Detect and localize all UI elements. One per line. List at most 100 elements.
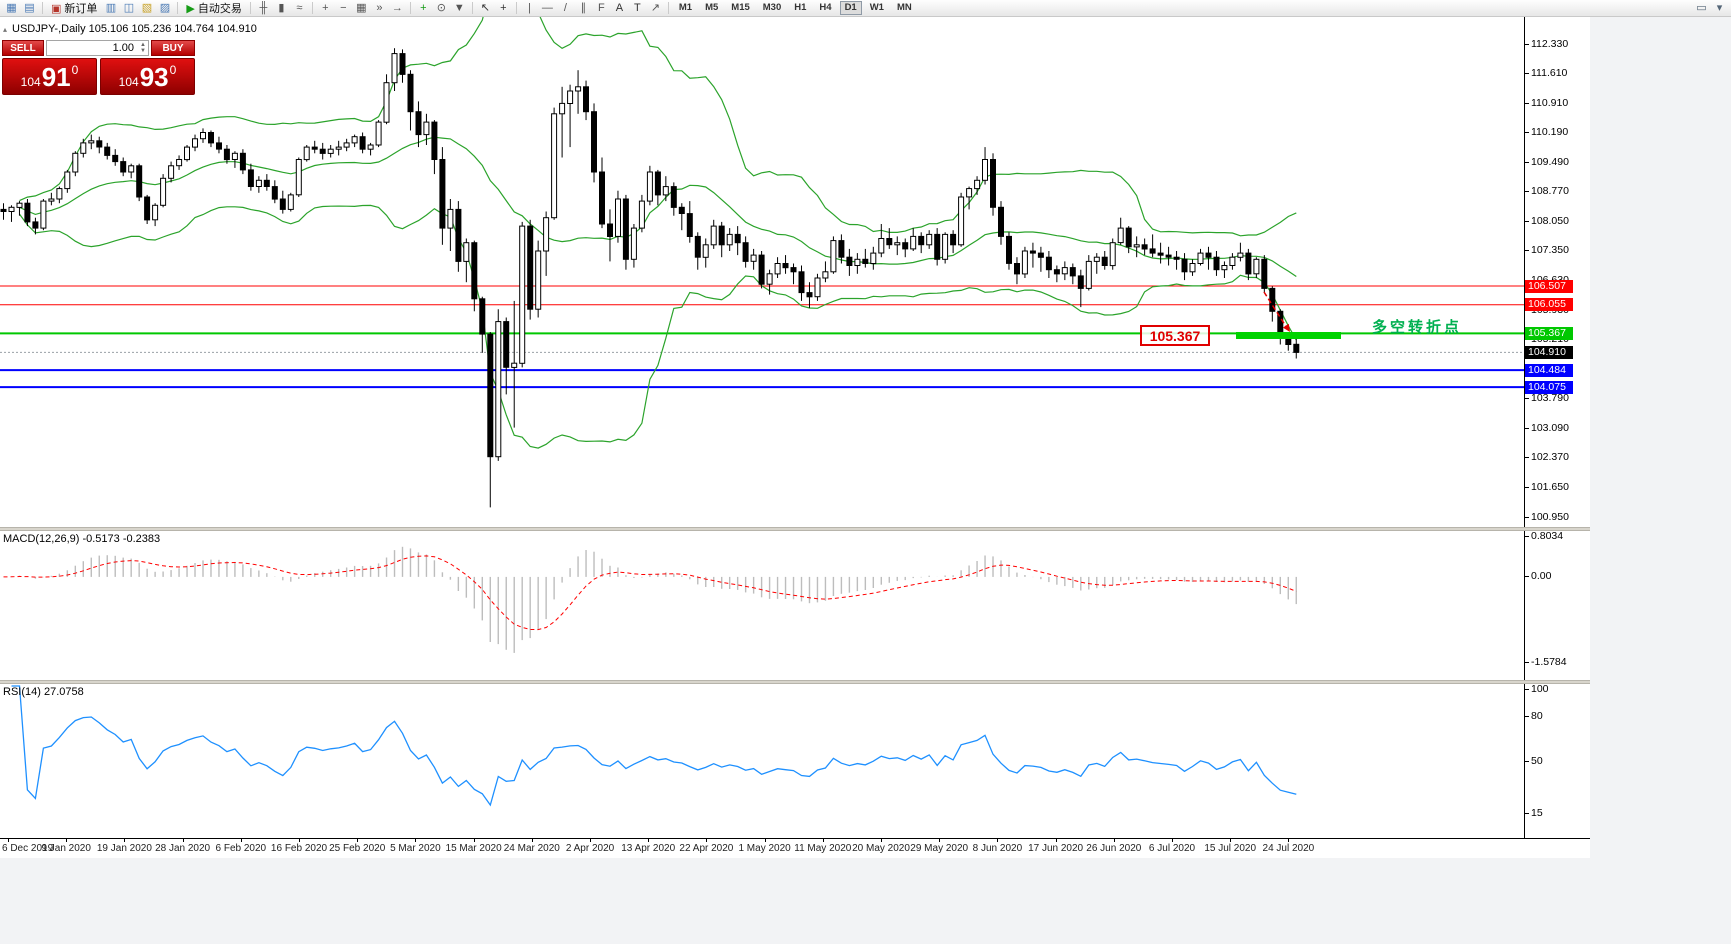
time-axis-label: 11 May 2020 <box>794 843 852 854</box>
crosshair-icon-glyph: + <box>500 1 507 14</box>
terminal-icon-glyph: ▨ <box>159 1 171 14</box>
timeframe-d1[interactable]: D1 <box>839 1 862 15</box>
data-window-icon[interactable]: ◫ <box>120 1 137 16</box>
line-chart-icon-glyph: ≈ <box>296 1 303 14</box>
indicators-icon[interactable]: + <box>415 1 432 16</box>
market-watch-icon[interactable]: ▥ <box>102 1 119 16</box>
equidistant-channel-icon[interactable]: ∥ <box>575 1 592 16</box>
time-axis-label: 22 Apr 2020 <box>679 843 734 854</box>
turning-point-label[interactable]: 多空转折点 <box>1372 319 1463 336</box>
macd-axis-label: 0.8034 <box>1524 531 1564 542</box>
fibonacci-icon-glyph: F <box>598 1 605 14</box>
chart-window-menu-icon[interactable]: ▭ <box>1696 1 1707 14</box>
time-axis-tick <box>764 839 766 842</box>
text-label-icon[interactable]: T <box>629 1 646 16</box>
price-axis[interactable]: 112.330 111.610 110.910 110.190 109.490 108.7… <box>1524 17 1590 527</box>
terminal-icon[interactable]: ▨ <box>156 1 173 16</box>
spinner-up-icon[interactable]: ▲ <box>140 42 146 48</box>
crosshair-icon[interactable]: + <box>495 1 512 16</box>
ask-big-figure: 104 <box>118 75 139 89</box>
time-axis-tick <box>8 839 9 842</box>
time-axis-tick <box>590 839 591 842</box>
volume-input[interactable]: 1.00 ▲ ▼ <box>46 40 149 56</box>
rsi-label: RSI(14) 27.0758 <box>3 686 84 698</box>
time-axis-label: 19 Jan 2020 <box>96 843 152 854</box>
fibonacci-icon[interactable]: F <box>593 1 610 16</box>
macd-axis-label: -1.5784 <box>1525 656 1567 669</box>
ask-price-button[interactable]: 104 93 0 <box>100 58 195 95</box>
new-chart-icon-glyph: ▦ <box>6 1 17 14</box>
one-click-collapse-icon[interactable]: ▴ <box>3 24 8 34</box>
price-chart-plot[interactable] <box>0 17 1590 527</box>
time-axis-label: 6 Feb 2020 <box>215 843 267 854</box>
sell-button[interactable]: SELL <box>2 40 44 56</box>
pane-separator[interactable] <box>0 527 1590 531</box>
spinner-down-icon[interactable]: ▼ <box>140 48 146 54</box>
new-order-button[interactable]: ▣ 新订单 <box>47 1 101 16</box>
timeframe-mn[interactable]: MN <box>896 2 912 13</box>
timeframe-h1[interactable]: H1 <box>794 2 807 13</box>
rsi-plot[interactable] <box>0 684 1590 838</box>
line-chart-icon[interactable]: ≈ <box>291 1 308 16</box>
price-tag-current: 104.910 <box>1525 345 1573 359</box>
price-annotation-box[interactable]: 105.367 <box>1140 325 1210 346</box>
bid-big-figure: 104 <box>20 75 41 89</box>
navigator-icon[interactable]: ▧ <box>138 1 155 16</box>
time-axis-tick <box>1172 839 1173 842</box>
zoom-out-icon[interactable]: − <box>335 1 352 16</box>
buy-button[interactable]: BUY <box>151 40 195 56</box>
pane-separator[interactable] <box>0 680 1590 684</box>
toolbar-separator <box>667 2 669 14</box>
zoom-out-icon-glyph: − <box>340 1 347 14</box>
cursor-icon[interactable]: ↖ <box>477 1 494 16</box>
timeframe-m15[interactable]: M15 <box>731 2 750 13</box>
time-axis-label: 20 May 2020 <box>852 843 910 854</box>
periods-icon[interactable]: ⊙ <box>433 1 450 16</box>
price-axis-label: 102.370 <box>1525 451 1569 464</box>
time-axis-label: 6 Dec 2019 <box>2 843 54 854</box>
vertical-line-icon[interactable]: | <box>521 1 538 16</box>
profiles-icon[interactable]: ▤ <box>21 1 38 16</box>
macd-plot[interactable] <box>0 531 1590 680</box>
timeframe-m5[interactable]: M5 <box>705 2 719 13</box>
tile-windows-icon[interactable]: ▦ <box>353 1 370 16</box>
price-axis-label: 107.350 <box>1525 244 1569 257</box>
support-highlight-bar[interactable] <box>1236 332 1341 339</box>
zoom-in-icon[interactable]: + <box>317 1 334 16</box>
time-axis-label: 17 Jun 2020 <box>1028 843 1084 854</box>
time-axis-label: 26 Jun 2020 <box>1086 843 1142 854</box>
volume-spinner[interactable]: ▲ ▼ <box>140 42 146 54</box>
data-window-icon-glyph: ◫ <box>123 1 135 14</box>
chart-shift-icon[interactable]: → <box>389 1 406 16</box>
time-axis-label: 15 Mar 2020 <box>445 843 502 854</box>
timeframe-w1[interactable]: W1 <box>869 2 884 13</box>
time-axis-tick <box>997 839 999 842</box>
new-chart-icon[interactable]: ▦ <box>3 1 20 16</box>
macd-axis[interactable]: 0.8034 0.00 -1.5784 <box>1524 531 1590 680</box>
new-order-icon-glyph: ▣ <box>51 2 62 15</box>
timeframe-m1[interactable]: M1 <box>678 2 693 13</box>
timeframe-m30[interactable]: M30 <box>762 2 782 13</box>
horizontal-line-icon[interactable]: — <box>539 1 556 16</box>
timeframe-h4[interactable]: H4 <box>819 2 832 13</box>
arrows-icon[interactable]: ↗ <box>647 1 664 16</box>
text-icon-glyph: A <box>615 1 624 14</box>
trendline-icon[interactable]: / <box>557 1 574 16</box>
time-axis-label: 15 Jul 2020 <box>1204 843 1257 854</box>
time-axis-label: 24 Jul 2020 <box>1262 843 1315 854</box>
templates-icon[interactable]: ▼ <box>451 1 468 16</box>
time-axis-tick <box>240 839 242 842</box>
auto-scroll-icon[interactable]: » <box>371 1 388 16</box>
text-icon[interactable]: A <box>611 1 628 16</box>
price-axis-label: 112.330 <box>1524 37 1569 50</box>
bar-chart-icon[interactable]: ╫ <box>255 1 272 16</box>
time-axis[interactable]: 6 Dec 2019 9 Jan 2020 19 Jan 2020 28 Jan 20… <box>0 838 1590 858</box>
bid-price-button[interactable]: 104 91 0 <box>2 58 97 95</box>
price-axis-label: 110.190 <box>1524 126 1569 139</box>
candlestick-chart-icon[interactable]: ▮ <box>273 1 290 16</box>
time-axis-tick <box>66 839 68 842</box>
toolbar-options-icon[interactable]: ▾ <box>1716 1 1723 14</box>
one-click-trading-panel: SELL 1.00 ▲ ▼ BUY 104 91 0 104 <box>2 40 195 95</box>
autotrading-button[interactable]: ▶ 自动交易 <box>182 1 245 16</box>
rsi-axis[interactable]: 100 80 50 15 <box>1524 684 1590 838</box>
